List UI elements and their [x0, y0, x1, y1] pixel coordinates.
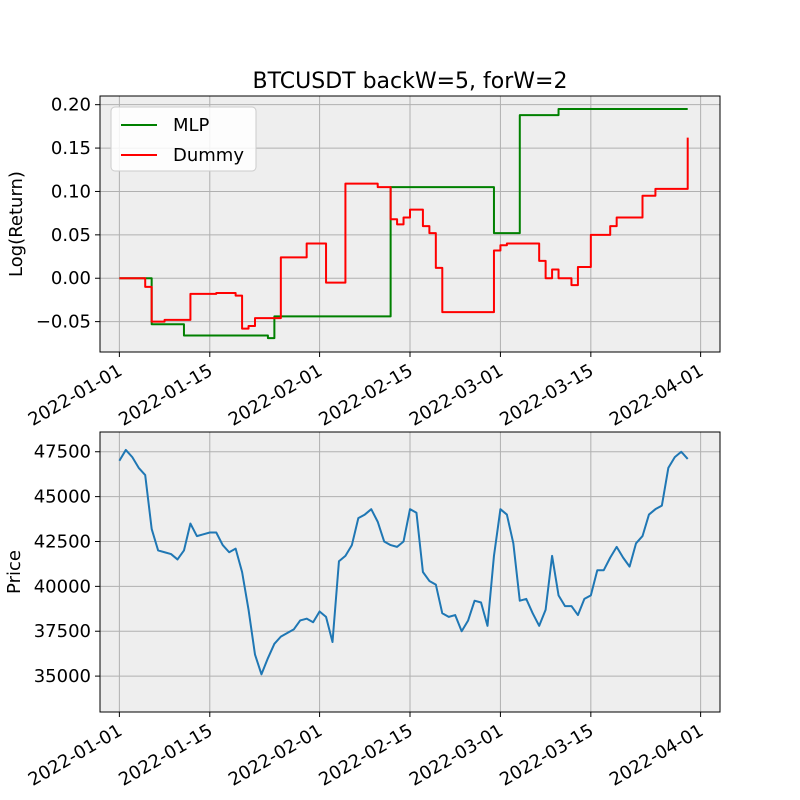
price-series-line: [118, 448, 689, 676]
price-chart-y-axis-label: Price: [4, 550, 25, 594]
y-tick-label: 37500: [34, 621, 91, 642]
y-tick-label: −0.05: [36, 312, 91, 333]
y-tick-label: 0.10: [51, 181, 91, 202]
dummy-legend-label: Dummy: [173, 145, 244, 166]
mlp-legend-label: MLP: [173, 115, 210, 136]
dummy-series-line: [119, 137, 689, 330]
y-tick-label: 35000: [34, 666, 91, 687]
mlp-series-line: [119, 108, 688, 340]
return-chart-grid: [100, 96, 720, 352]
y-tick-label: 47500: [34, 442, 91, 463]
y-tick-label: 0.05: [51, 225, 91, 246]
return-chart-legend: MLP Dummy: [110, 106, 257, 172]
return-chart-title: BTCUSDT backW=5, forW=2: [253, 69, 568, 94]
y-tick-label: 42500: [34, 531, 91, 552]
price-chart-grid: [100, 432, 720, 712]
return-chart-series: [119, 108, 689, 340]
y-tick-label: 0.00: [51, 268, 91, 289]
y-tick-label: 45000: [34, 487, 91, 508]
y-tick-label: 40000: [34, 576, 91, 597]
y-tick-label: 0.20: [51, 95, 91, 116]
return-chart-y-axis-label: Log(Return): [6, 171, 27, 277]
y-tick-label: 0.15: [51, 138, 91, 159]
price-chart-series: [118, 448, 689, 676]
